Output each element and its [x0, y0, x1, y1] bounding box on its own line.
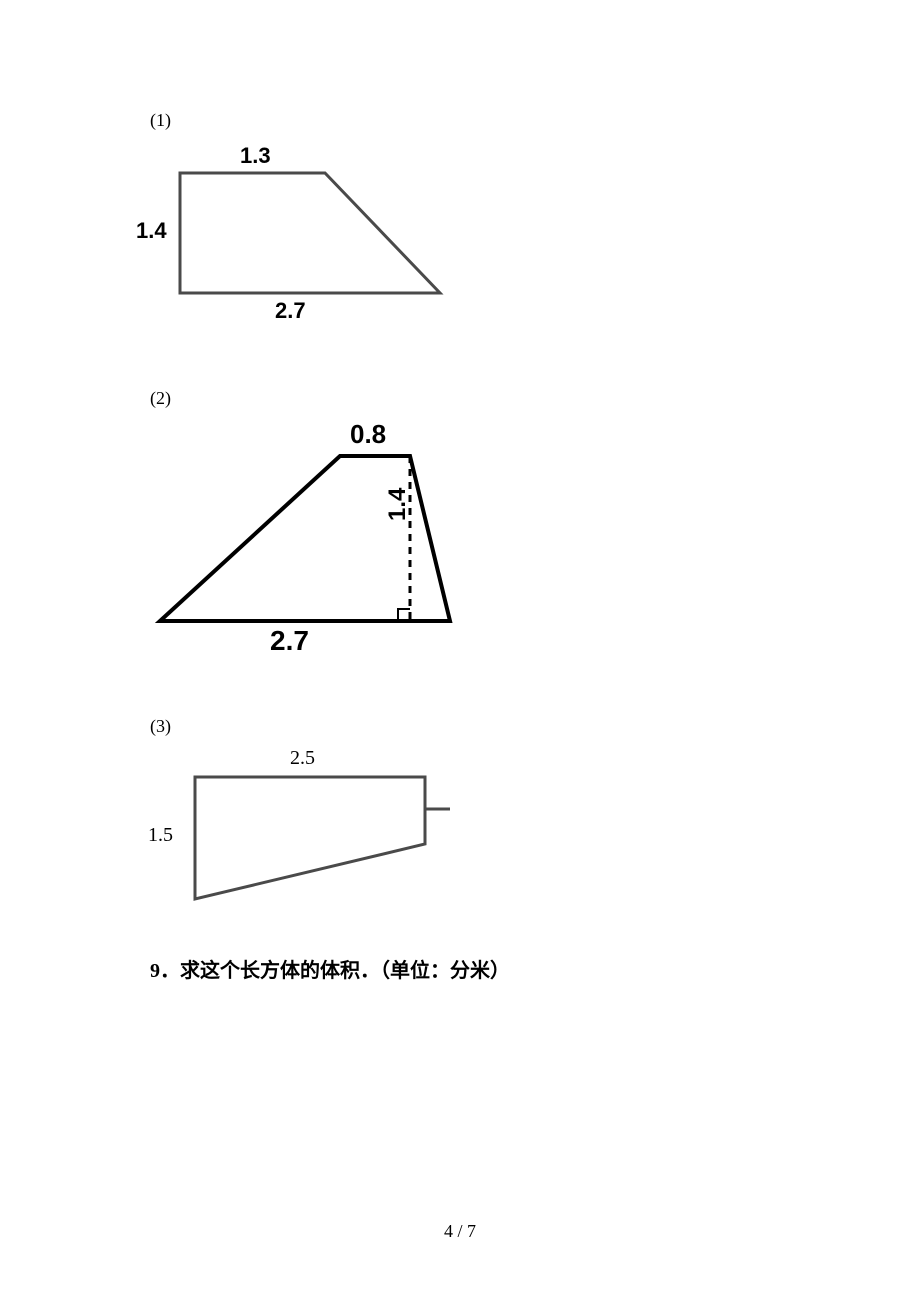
figure-3-dim-left: 1.5 [148, 824, 173, 847]
figure-1-label: (1) [150, 110, 770, 131]
figure-3-dim-top: 2.5 [290, 747, 315, 770]
figure-3: 2.5 1.5 [150, 749, 460, 914]
figure-2-dim-top: 0.8 [350, 419, 386, 450]
figure-3-label: (3) [150, 716, 770, 737]
figure-2-dim-height: 1.4 [384, 488, 412, 521]
figure-1: 1.3 1.4 2.7 [150, 143, 450, 328]
figure-1-shape [180, 173, 440, 293]
figure-2-svg [150, 421, 460, 641]
figure-1-dim-left: 1.4 [136, 218, 167, 244]
figure-2-label: (2) [150, 388, 770, 409]
page-number: 4 / 7 [0, 1221, 920, 1242]
figure-3-svg [150, 749, 460, 909]
figure-2-shape [160, 456, 450, 621]
page: (1) 1.3 1.4 2.7 (2) 0.8 1.4 2.7 (3) 2.5 … [0, 0, 920, 1302]
question-9-text: 9．求这个长方体的体积．（单位：分米） [150, 954, 770, 983]
figure-1-svg [150, 143, 450, 323]
figure-3-shape [195, 777, 425, 899]
figure-2: 0.8 1.4 2.7 [150, 421, 460, 656]
figure-1-dim-top: 1.3 [240, 143, 271, 169]
figure-1-dim-bottom: 2.7 [275, 298, 306, 324]
figure-2-dim-bottom: 2.7 [270, 625, 309, 657]
